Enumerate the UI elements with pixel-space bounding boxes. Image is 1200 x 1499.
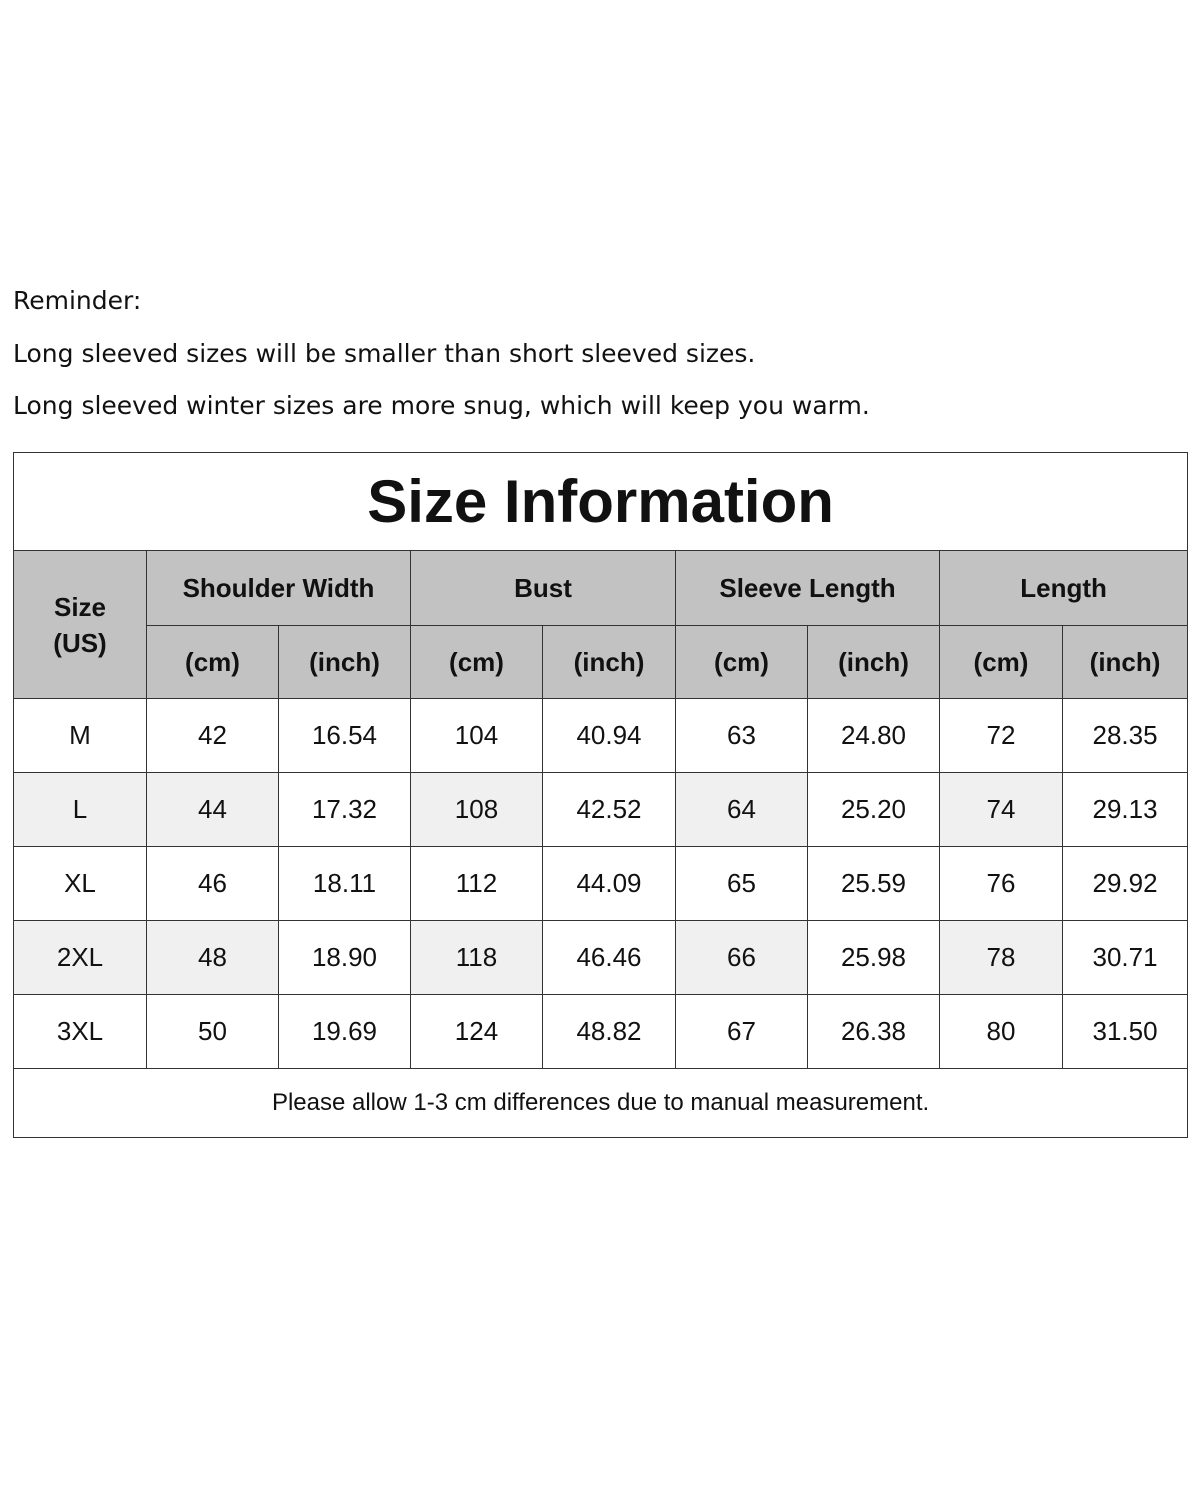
value-cell: 16.54: [278, 698, 411, 773]
table-row: M 42 16.54 104 40.94 63 24.80 72 28.35: [13, 698, 1189, 773]
value-cell: 18.90: [278, 920, 411, 995]
size-cell: 3XL: [13, 994, 147, 1069]
value-cell: 42.52: [542, 772, 676, 847]
size-cell: M: [13, 698, 147, 773]
value-cell: 31.50: [1061, 994, 1189, 1069]
value-cell: 18.11: [278, 846, 411, 921]
group-header: Bust: [410, 550, 676, 626]
value-cell: 19.69: [278, 994, 411, 1069]
value-cell: 40.94: [542, 698, 676, 773]
group-header: Shoulder Width: [146, 550, 411, 626]
value-cell: 24.80: [807, 698, 940, 773]
value-cell: 78: [939, 920, 1063, 995]
table-title: Size Information: [12, 452, 1189, 551]
value-cell: 80: [939, 994, 1063, 1069]
value-cell: 25.20: [807, 772, 940, 847]
value-cell: 25.98: [807, 920, 940, 995]
value-cell: 48: [146, 920, 279, 995]
footer-note: Please allow 1-3 cm differences due to m…: [12, 1068, 1189, 1138]
value-cell: 44: [146, 772, 279, 847]
value-cell: 48.82: [542, 994, 676, 1069]
value-cell: 72: [939, 698, 1063, 773]
unit-header: (inch): [1061, 625, 1189, 699]
table-row: 3XL 50 19.69 124 48.82 67 26.38 80 31.50: [13, 994, 1189, 1069]
group-header: Length: [938, 550, 1189, 626]
size-table: Size Information Size (US) Shoulder Widt…: [12, 452, 1189, 1138]
unit-header: (inch): [807, 625, 940, 699]
table-row: 2XL 48 18.90 118 46.46 66 25.98 78 30.71: [13, 920, 1189, 995]
value-cell: 124: [410, 994, 543, 1069]
reminder-line: Long sleeved sizes will be smaller than …: [13, 339, 756, 368]
value-cell: 108: [410, 772, 543, 847]
unit-header: (inch): [278, 625, 411, 699]
size-header: Size (US): [13, 550, 147, 699]
value-cell: 30.71: [1061, 920, 1189, 995]
unit-header: (cm): [146, 625, 279, 699]
value-cell: 44.09: [542, 846, 676, 921]
value-cell: 104: [410, 698, 543, 773]
reminder-line: Reminder:: [13, 286, 142, 315]
value-cell: 63: [675, 698, 808, 773]
value-cell: 112: [410, 846, 543, 921]
value-cell: 29.13: [1061, 772, 1189, 847]
unit-header: (cm): [675, 625, 808, 699]
value-cell: 76: [939, 846, 1063, 921]
value-cell: 17.32: [278, 772, 411, 847]
size-cell: XL: [13, 846, 147, 921]
value-cell: 46: [146, 846, 279, 921]
value-cell: 64: [675, 772, 808, 847]
size-cell: 2XL: [13, 920, 147, 995]
group-header: Sleeve Length: [675, 550, 940, 626]
value-cell: 28.35: [1061, 698, 1189, 773]
unit-header: (inch): [542, 625, 676, 699]
unit-header: (cm): [939, 625, 1063, 699]
table-row: XL 46 18.11 112 44.09 65 25.59 76 29.92: [13, 846, 1189, 921]
value-cell: 25.59: [807, 846, 940, 921]
table-row: L 44 17.32 108 42.52 64 25.20 74 29.13: [13, 772, 1189, 847]
value-cell: 46.46: [542, 920, 676, 995]
size-cell: L: [13, 772, 147, 847]
value-cell: 50: [146, 994, 279, 1069]
value-cell: 118: [410, 920, 543, 995]
reminder-line: Long sleeved winter sizes are more snug,…: [13, 391, 870, 420]
value-cell: 26.38: [807, 994, 940, 1069]
value-cell: 29.92: [1061, 846, 1189, 921]
value-cell: 74: [939, 772, 1063, 847]
unit-header: (cm): [410, 625, 543, 699]
value-cell: 67: [675, 994, 808, 1069]
value-cell: 65: [675, 846, 808, 921]
value-cell: 66: [675, 920, 808, 995]
value-cell: 42: [146, 698, 279, 773]
